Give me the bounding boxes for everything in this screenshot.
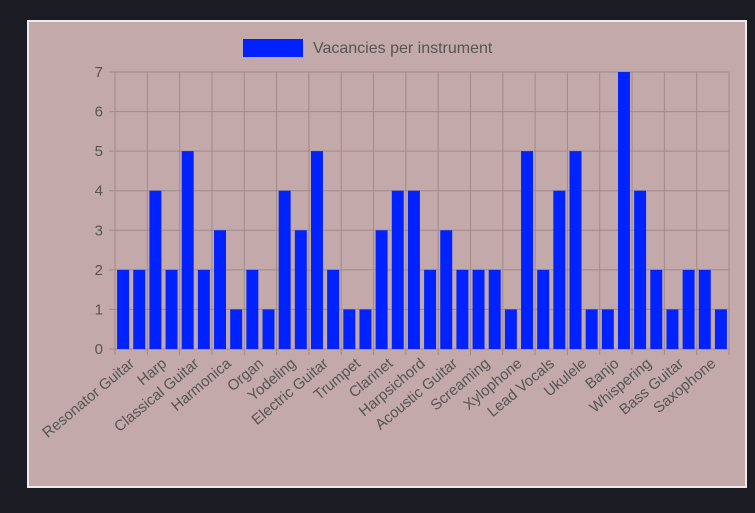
- bar[interactable]: [391, 190, 404, 349]
- bar[interactable]: [375, 230, 388, 349]
- bar[interactable]: [278, 190, 291, 349]
- y-tick-labels: 0 1 2 3 4 5 6 7: [95, 64, 103, 358]
- bar[interactable]: [343, 309, 356, 349]
- legend-swatch[interactable]: [243, 39, 303, 57]
- bar[interactable]: [117, 269, 130, 349]
- bar[interactable]: [634, 190, 647, 349]
- bar[interactable]: [407, 190, 420, 349]
- bar[interactable]: [327, 269, 340, 349]
- bar[interactable]: [714, 309, 727, 349]
- bar[interactable]: [698, 269, 711, 349]
- bar[interactable]: [456, 269, 469, 349]
- bar[interactable]: [585, 309, 598, 349]
- bar[interactable]: [262, 309, 275, 349]
- bar[interactable]: [682, 269, 695, 349]
- bar[interactable]: [504, 309, 517, 349]
- bar[interactable]: [440, 230, 453, 349]
- y-tick-label: 1: [95, 301, 103, 318]
- y-tick-label: 3: [95, 222, 103, 239]
- bar[interactable]: [230, 309, 243, 349]
- bar[interactable]: [149, 190, 162, 349]
- y-tick-label: 7: [95, 64, 103, 81]
- bar[interactable]: [310, 151, 323, 349]
- bar[interactable]: [472, 269, 485, 349]
- bar[interactable]: [601, 309, 614, 349]
- legend-label[interactable]: Vacancies per instrument: [313, 40, 493, 57]
- bar[interactable]: [424, 269, 437, 349]
- bar[interactable]: [553, 190, 566, 349]
- bar[interactable]: [569, 151, 582, 349]
- y-tick-label: 4: [95, 183, 103, 200]
- bar[interactable]: [617, 72, 630, 349]
- bar[interactable]: [214, 230, 227, 349]
- y-tick-label: 2: [95, 262, 103, 279]
- bar[interactable]: [165, 269, 178, 349]
- bar[interactable]: [359, 309, 372, 349]
- bar[interactable]: [181, 151, 194, 349]
- chart-panel: 0 1 2 3 4 5 6 7 Resonator Guitar Harp Classical G…: [27, 20, 747, 488]
- grid-lines: [109, 71, 730, 355]
- bar[interactable]: [650, 269, 663, 349]
- y-tick-label: 0: [95, 341, 103, 358]
- bar[interactable]: [294, 230, 307, 349]
- bar[interactable]: [537, 269, 550, 349]
- bar[interactable]: [197, 269, 210, 349]
- bar[interactable]: [133, 269, 146, 349]
- y-tick-label: 6: [95, 104, 103, 121]
- bar[interactable]: [521, 151, 534, 349]
- bar[interactable]: [246, 269, 259, 349]
- bar[interactable]: [666, 309, 679, 349]
- y-tick-label: 5: [95, 143, 103, 160]
- bar[interactable]: [488, 269, 501, 349]
- bars: [117, 72, 727, 349]
- legend[interactable]: Vacancies per instrument: [243, 39, 493, 57]
